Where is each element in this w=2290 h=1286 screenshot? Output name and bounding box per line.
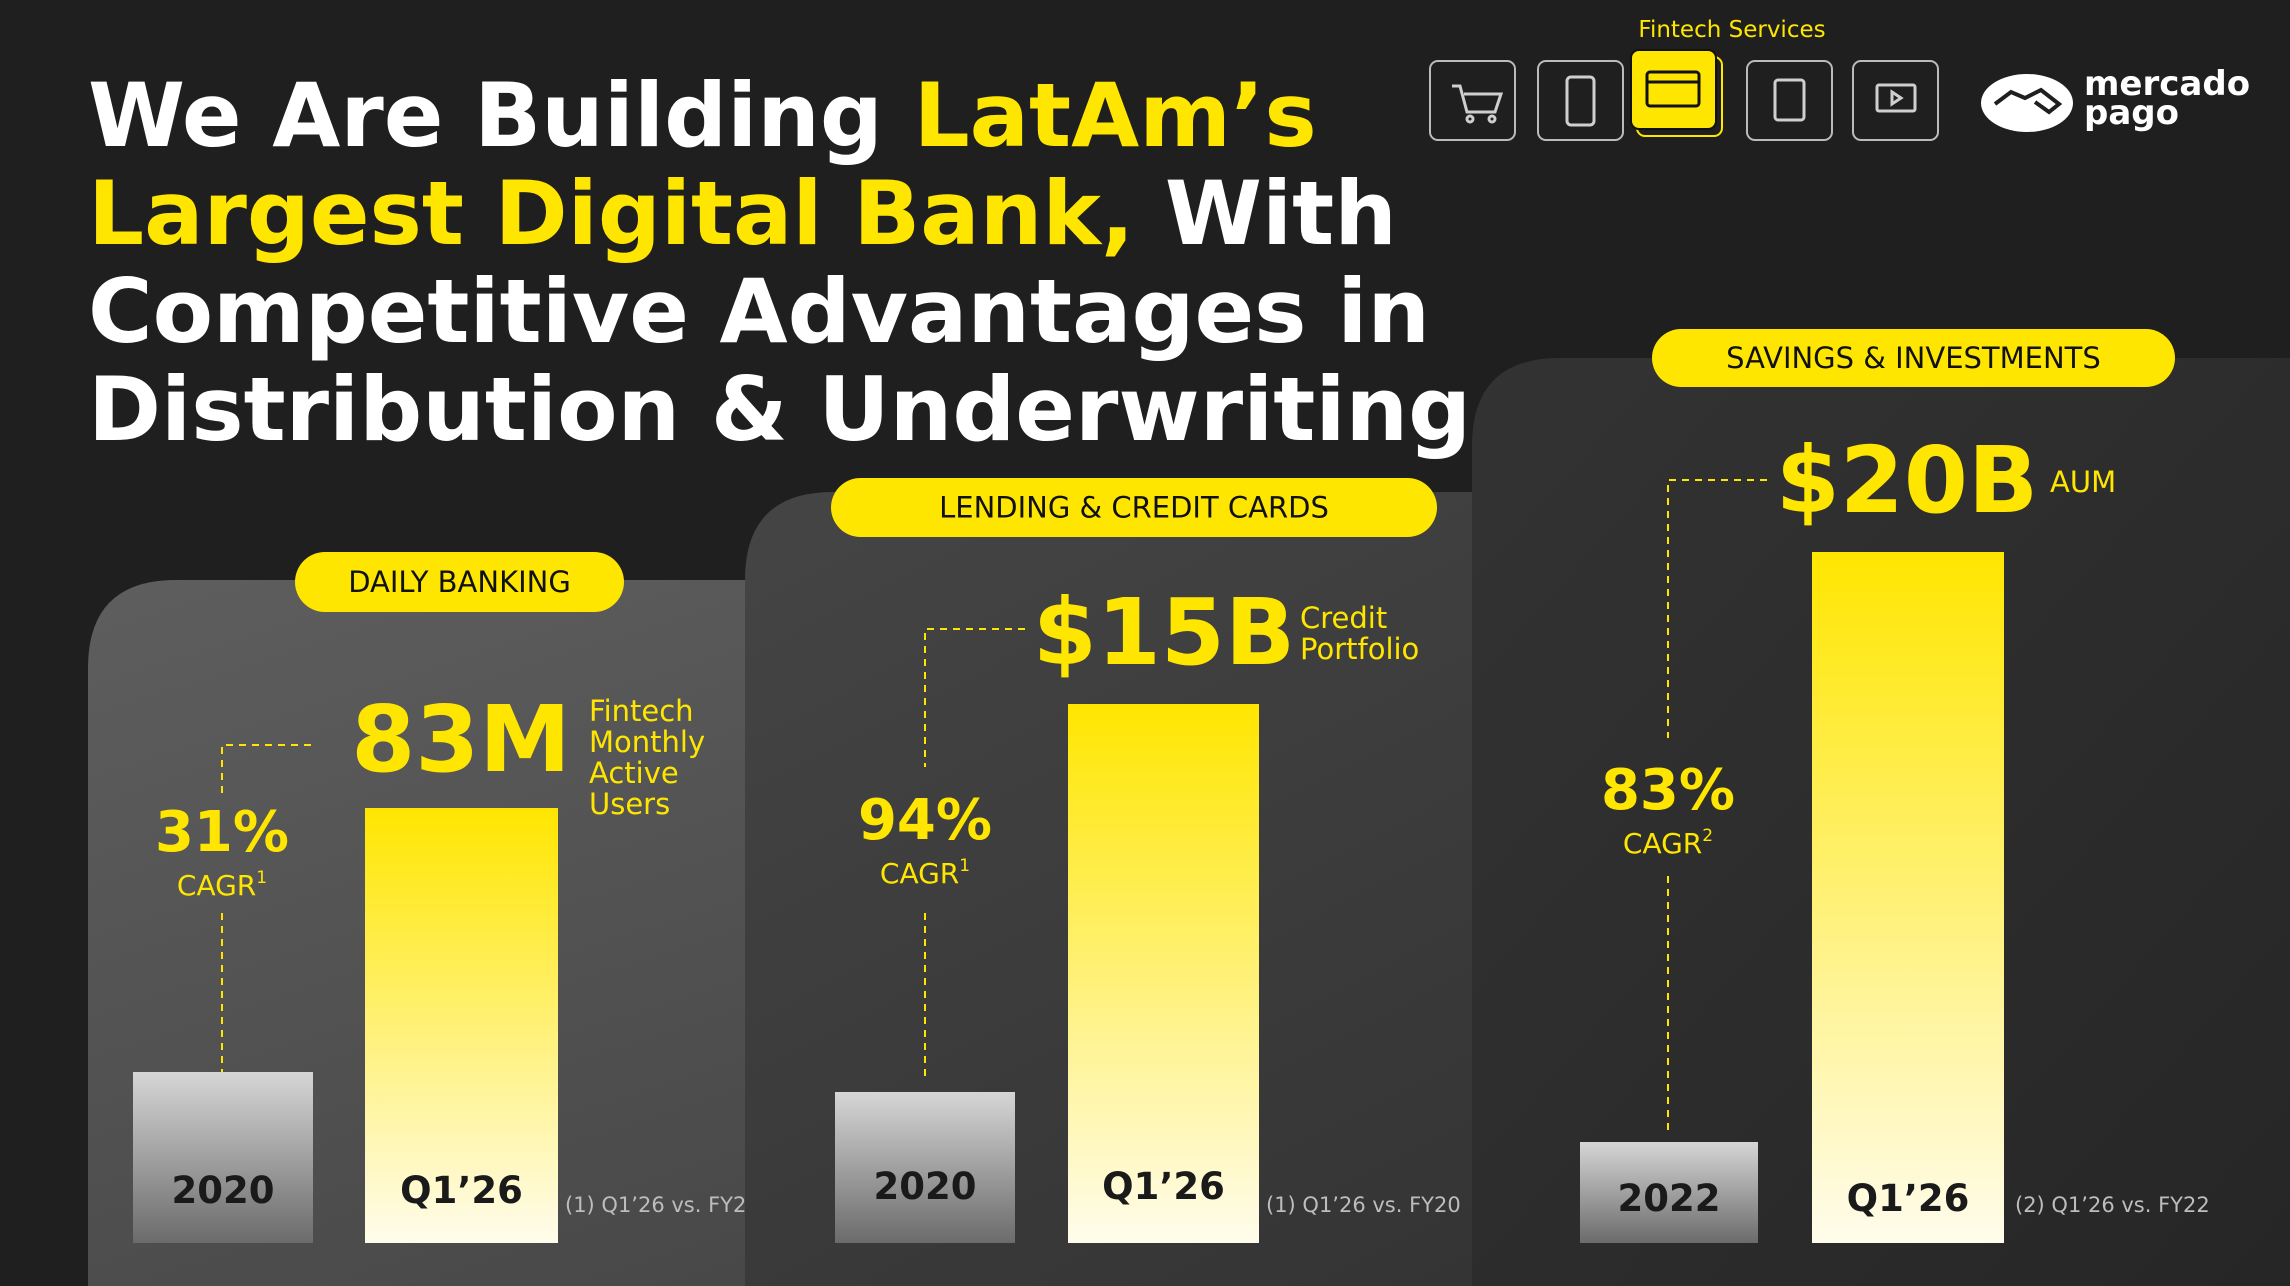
cagr-label: CAGR1	[177, 868, 267, 902]
value-caption: Credit	[1300, 601, 1387, 635]
footnote: (2) Q1’26 vs. FY22	[2015, 1193, 2210, 1217]
title-line: Distribution & Underwriting	[88, 358, 1471, 461]
value-caption: Monthly	[589, 725, 705, 759]
cagr-value: 83%	[1601, 758, 1735, 823]
current-bar	[1812, 552, 2004, 1243]
cagr-note: 1	[959, 856, 970, 876]
headline-value: $20B	[1776, 427, 2038, 534]
cart-icon	[1487, 114, 1497, 124]
logo-mark	[1993, 87, 2063, 115]
value-caption: AUM	[2050, 465, 2116, 499]
title-line: We Are Building LatAm’s	[88, 64, 1317, 167]
current-bar	[365, 808, 558, 1243]
phone-icon	[1565, 75, 1596, 127]
headline-value: $15B	[1033, 579, 1295, 686]
dashed-connector	[924, 628, 1025, 1081]
bar-label: 2020	[172, 1169, 275, 1212]
title-highlight: LatAm’s	[914, 64, 1317, 167]
logo-mark	[1981, 74, 2073, 132]
tag-label: DAILY BANKING	[348, 565, 571, 599]
tag-pill	[1652, 329, 2175, 387]
cagr-value: 94%	[858, 788, 992, 853]
nav-button-active[interactable]	[1630, 49, 1717, 130]
cagr-label: CAGR2	[1623, 826, 1713, 860]
cagr-value: 31%	[155, 800, 289, 865]
panel: SAVINGS & INVESTMENTS 2022 Q1’26 $20B AUM 83%…	[1472, 329, 2290, 1286]
headline-value: 83M	[351, 686, 571, 793]
cagr-label-text: CAGR	[880, 857, 959, 890]
logo-text: mercado	[2084, 64, 2250, 104]
nav-button[interactable]	[1537, 60, 1624, 141]
video-icon	[1875, 83, 1917, 113]
title-text: With	[1134, 162, 1397, 265]
value-caption: Portfolio	[1300, 632, 1419, 666]
cagr-note: 2	[1702, 826, 1713, 846]
nav-label: Fintech Services	[1638, 17, 1825, 43]
video-icon	[1890, 89, 1904, 107]
value-caption: Fintech	[589, 694, 694, 728]
dashed-connector	[221, 744, 311, 1072]
title-highlight: Largest Digital Bank,	[88, 162, 1134, 265]
value-caption: Active	[589, 756, 679, 790]
bar-label: Q1’26	[1102, 1165, 1225, 1208]
title-text: Distribution & Underwriting	[88, 358, 1471, 461]
nav-button[interactable]	[1852, 60, 1939, 141]
title-text: We Are Building	[88, 64, 914, 167]
dashed-connector	[1667, 479, 1767, 1132]
bar-label: Q1’26	[1847, 1177, 1970, 1220]
base-bar	[1580, 1142, 1758, 1243]
cagr-label: CAGR1	[880, 856, 970, 890]
logo-text: pago	[2084, 93, 2179, 133]
cart-icon	[1465, 114, 1475, 124]
tag-pill	[295, 552, 624, 612]
tag-label: LENDING & CREDIT CARDS	[939, 491, 1329, 525]
title-line: Competitive Advantages in	[88, 260, 1430, 363]
bar-label: Q1’26	[400, 1169, 523, 1212]
footnote: (1) Q1’26 vs. FY20	[565, 1193, 760, 1217]
nav-button[interactable]	[1746, 60, 1833, 141]
base-bar	[133, 1072, 313, 1243]
calculator-icon	[1773, 78, 1806, 122]
footnote: (1) Q1’26 vs. FY20	[1266, 1193, 1461, 1217]
current-bar	[1068, 704, 1259, 1243]
tag-pill	[831, 478, 1437, 537]
card-icon	[1645, 70, 1701, 108]
cart-icon	[1452, 84, 1504, 114]
title-line: Largest Digital Bank, With	[88, 162, 1397, 265]
cagr-label-text: CAGR	[177, 869, 256, 902]
value-caption: Users	[589, 787, 670, 821]
bar-label: 2022	[1618, 1177, 1721, 1220]
bar-label: 2020	[874, 1165, 977, 1208]
title-text: Competitive Advantages in	[88, 260, 1430, 363]
cagr-label-text: CAGR	[1623, 827, 1702, 860]
base-bar	[835, 1092, 1015, 1243]
tag-label: SAVINGS & INVESTMENTS	[1726, 341, 2101, 375]
nav: Fintech Services mercado pago	[1429, 17, 2250, 141]
nav-button[interactable]	[1429, 60, 1516, 141]
cagr-note: 1	[256, 868, 267, 888]
